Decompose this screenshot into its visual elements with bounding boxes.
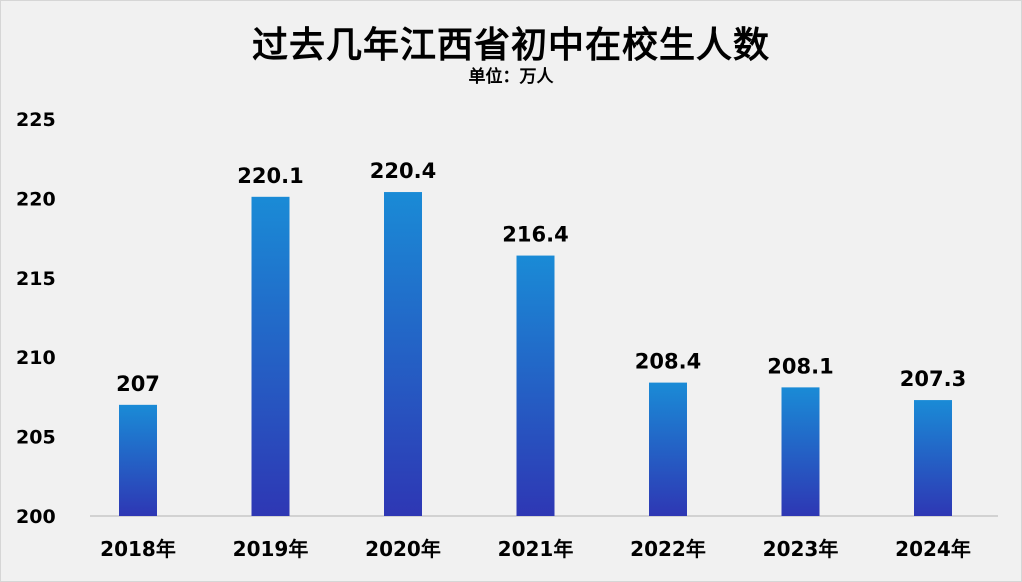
y-tick-label: 210: [16, 347, 56, 369]
x-tick-label: 2024年: [895, 537, 971, 561]
data-label: 208.1: [767, 354, 833, 378]
x-tick-label: 2018年: [100, 537, 176, 561]
y-tick-label: 200: [16, 506, 56, 528]
data-label: 216.4: [502, 223, 568, 247]
x-tick-label: 2021年: [498, 537, 574, 561]
bar: [384, 192, 422, 516]
data-label: 208.4: [635, 350, 701, 374]
x-tick-label: 2019年: [233, 537, 309, 561]
data-label: 207: [116, 372, 160, 396]
y-tick-label: 220: [16, 188, 56, 210]
bar: [781, 387, 820, 516]
x-tick-label: 2023年: [763, 537, 839, 561]
chart-title: 过去几年江西省初中在校生人数: [251, 25, 770, 66]
bar: [119, 404, 157, 516]
bar: [649, 382, 687, 516]
x-tick-label: 2022年: [630, 537, 706, 561]
bar: [516, 255, 555, 516]
data-label: 220.4: [370, 159, 436, 183]
y-tick-label: 205: [16, 427, 56, 449]
chart-subtitle: 单位：万人: [468, 67, 554, 87]
x-tick-label: 2020年: [365, 537, 441, 561]
bar: [914, 400, 952, 516]
data-label: 220.1: [237, 164, 303, 188]
y-tick-label: 225: [16, 109, 56, 131]
data-label: 207.3: [900, 367, 966, 391]
bar: [251, 196, 290, 516]
y-tick-label: 215: [16, 268, 56, 290]
